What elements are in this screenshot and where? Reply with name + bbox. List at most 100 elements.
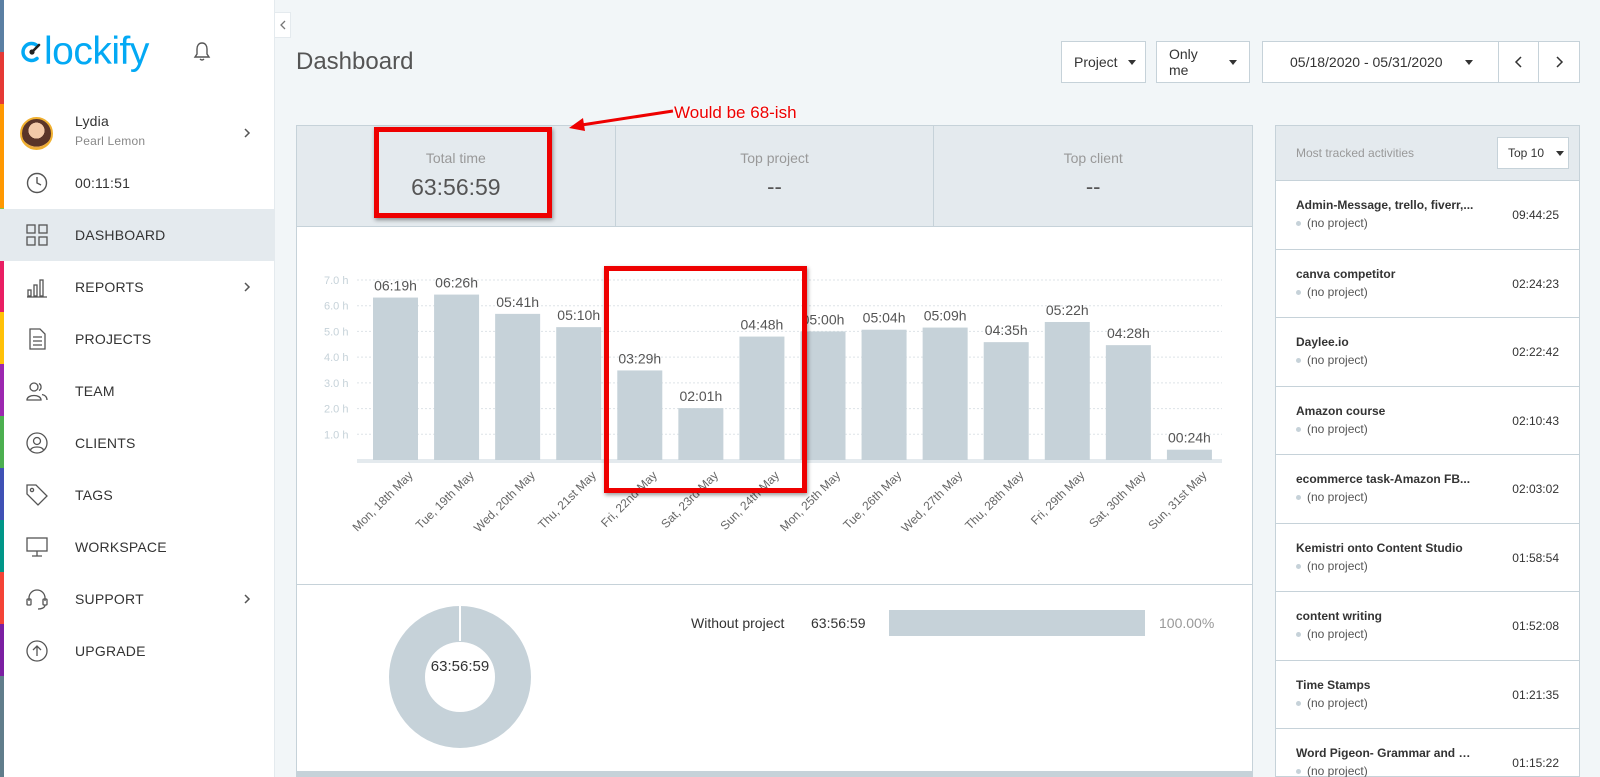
collapse-sidebar-button[interactable]	[275, 12, 291, 38]
color-strip-segment	[0, 156, 4, 208]
chevron-left-icon	[279, 20, 285, 30]
activity-project: (no project)	[1296, 490, 1368, 504]
stat-label: Total time	[425, 150, 486, 166]
activity-time: 02:03:02	[1512, 482, 1559, 496]
top-count-label: Top 10	[1508, 146, 1545, 160]
bar	[1044, 321, 1090, 460]
activity-project: (no project)	[1296, 285, 1368, 299]
nav-workspace[interactable]: WORKSPACE	[0, 521, 275, 573]
nav-dashboard[interactable]: DASHBOARD	[0, 209, 275, 261]
nav-reports[interactable]: REPORTS	[0, 261, 275, 313]
project-filter-label: Project	[1074, 54, 1118, 70]
activity-time: 01:21:35	[1512, 687, 1559, 702]
color-strip-segment	[0, 0, 4, 52]
bar-value-label: 03:29h	[618, 350, 661, 366]
nav-label: DASHBOARD	[75, 227, 166, 243]
top-count-dropdown[interactable]: Top 10	[1497, 137, 1569, 169]
date-range-picker[interactable]: 05/18/2020 - 05/31/2020	[1262, 41, 1499, 83]
nav-clients[interactable]: CLIENTS	[0, 417, 275, 469]
project-dot-icon	[1296, 563, 1301, 569]
user-filter-dropdown[interactable]: Only me	[1156, 41, 1250, 83]
activity-project-label: (no project)	[1307, 490, 1368, 504]
bar-value-label: 05:22h	[1046, 302, 1089, 318]
x-category-label: Tue, 26th May	[840, 468, 904, 532]
color-strip-segment	[0, 728, 4, 777]
sidebar: lockify Lydia Pearl Lemon 00:11:51 DASHB…	[0, 0, 275, 777]
chevron-left-icon	[1514, 56, 1522, 68]
activity-project-label: (no project)	[1307, 558, 1368, 573]
project-donut-chart	[389, 606, 531, 748]
bell-icon[interactable]	[190, 40, 214, 64]
activity-row[interactable]: content writing (no project) 01:52:08	[1276, 592, 1579, 661]
project-dot-icon	[1296, 495, 1301, 501]
activity-time: 02:10:43	[1512, 413, 1559, 428]
bar-value-label: 06:19h	[374, 278, 417, 294]
document-icon	[29, 328, 46, 350]
clockify-logo[interactable]: lockify	[20, 30, 149, 74]
activity-project-label: (no project)	[1307, 353, 1368, 367]
bar-value-label: 06:26h	[435, 275, 478, 291]
monitor-icon	[26, 537, 48, 557]
user-menu[interactable]: Lydia Pearl Lemon	[0, 105, 275, 161]
stat-label: Top client	[1063, 150, 1123, 166]
timer-link[interactable]: 00:11:51	[0, 157, 275, 209]
bar-value-label: 04:35h	[985, 322, 1028, 338]
project-dot-icon	[1296, 289, 1301, 295]
bar	[983, 342, 1029, 460]
color-strip-segment	[0, 676, 4, 728]
activity-name: Time Stamps	[1296, 677, 1371, 692]
project-dot-icon	[1296, 700, 1301, 706]
team-icon	[26, 382, 48, 401]
project-dot-icon	[1296, 426, 1301, 432]
project-dot-icon	[1296, 221, 1301, 227]
user-filter-label: Only me	[1169, 46, 1198, 78]
stats-row: Total time 63:56:59 Top project -- Top c…	[297, 126, 1252, 227]
activity-row[interactable]: Admin-Message, trello, fiverr,... (no pro…	[1276, 181, 1579, 250]
bar	[1105, 345, 1151, 460]
bar-value-label: 00:24h	[1168, 430, 1211, 446]
activity-row[interactable]: Word Pigeon- Grammar and S... (no project…	[1276, 729, 1579, 777]
activity-project-label: (no project)	[1307, 284, 1368, 299]
nav-upgrade[interactable]: UPGRADE	[0, 625, 275, 677]
x-category-label: Fri, 22nd May	[598, 468, 660, 530]
bar-value-label: 05:41h	[496, 294, 539, 310]
nav-projects[interactable]: PROJECTS	[0, 313, 275, 365]
activity-row[interactable]: Daylee.io (no project) 02:22:42	[1276, 318, 1579, 387]
chevron-right-icon	[244, 594, 251, 604]
nav-support[interactable]: SUPPORT	[0, 573, 275, 625]
logo-mark-icon	[21, 41, 41, 63]
activity-project: (no project)	[1296, 422, 1368, 436]
activity-project: (no project)	[1296, 764, 1368, 777]
bar	[678, 408, 724, 460]
x-category-label: Mon, 18th May	[350, 468, 416, 534]
total-time-stat: Total time 63:56:59	[297, 126, 615, 226]
activity-name: Word Pigeon- Grammar and S...	[1296, 746, 1476, 760]
y-tick-label: 7.0 h	[324, 275, 348, 287]
activity-list: Admin-Message, trello, fiverr,... (no pro…	[1276, 181, 1579, 777]
stat-value: --	[767, 174, 782, 199]
color-strip-segment	[0, 104, 4, 156]
chevron-right-icon	[1556, 56, 1564, 68]
nav-label: TAGS	[75, 487, 113, 503]
activity-row[interactable]: Time Stamps (no project) 01:21:35	[1276, 661, 1579, 729]
activity-row[interactable]: Kemistri onto Content Studio (no project)…	[1276, 524, 1579, 592]
logo-text: lockify	[44, 30, 149, 73]
activity-row[interactable]: canva competitor (no project) 02:24:23	[1276, 250, 1579, 318]
next-period-button[interactable]	[1538, 41, 1580, 83]
project-filter-dropdown[interactable]: Project	[1061, 41, 1146, 83]
y-tick-label: 2.0 h	[324, 404, 348, 416]
daily-time-bar-chart: 1.0 h 2.0 h 3.0 h 4.0 h 5.0 h 6.0 h 7.0 h 06:19…	[324, 275, 1222, 535]
nav-tags[interactable]: TAGS	[0, 469, 275, 521]
activity-row[interactable]: Amazon course (no project) 02:10:43	[1276, 387, 1579, 455]
y-tick-label: 4.0 h	[324, 352, 348, 364]
nav-team[interactable]: TEAM	[0, 365, 275, 417]
breakdown-percent: 100.00%	[1159, 615, 1215, 631]
x-category-label: Thu, 28th May	[962, 468, 1026, 532]
annotation-note: Would be 68-ish	[674, 103, 797, 122]
activity-row[interactable]: ecommerce task-Amazon FB... (no project) 0…	[1276, 455, 1579, 524]
previous-period-button[interactable]	[1498, 41, 1539, 83]
client-icon	[26, 432, 48, 454]
stat-value: 63:56:59	[411, 174, 501, 200]
nav-label: WORKSPACE	[75, 539, 167, 555]
activity-project-label: (no project)	[1307, 764, 1368, 777]
